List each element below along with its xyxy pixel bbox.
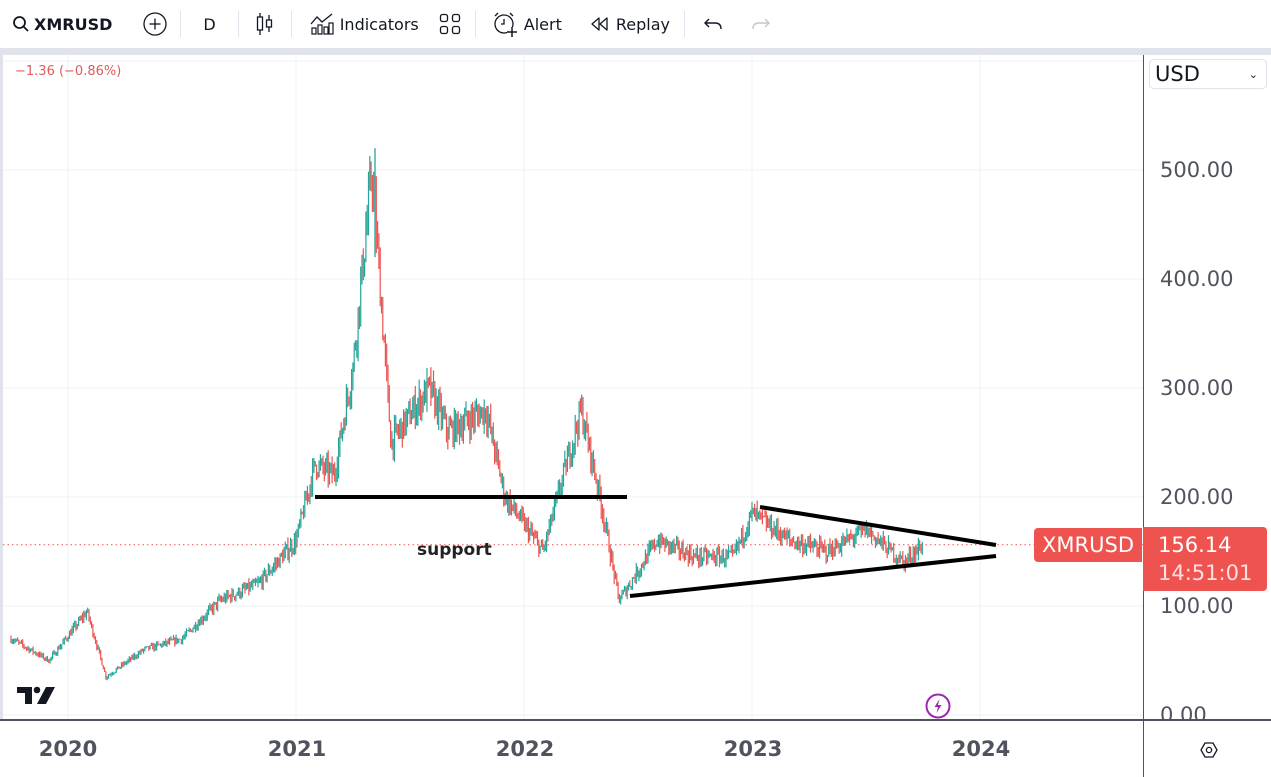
indicators-icon (310, 13, 334, 35)
time-tick: 2023 (723, 737, 783, 761)
price-change: −1.36 (−0.86%) (15, 64, 122, 79)
price-tick: 200.00 (1160, 485, 1234, 509)
time-tick: 2024 (951, 737, 1011, 761)
interval-label: D (203, 14, 216, 34)
news-flash-button[interactable] (925, 693, 951, 719)
indicators-label: Indicators (339, 14, 419, 34)
redo-button[interactable] (737, 6, 785, 42)
price-tick: 300.00 (1160, 376, 1234, 400)
interval-button[interactable]: D (185, 6, 233, 42)
layouts-button[interactable] (429, 6, 471, 42)
toolbar-divider (683, 11, 685, 37)
alert-button[interactable]: Alert (480, 6, 572, 42)
add-symbol-icon (143, 12, 168, 36)
time-tick: 2020 (38, 737, 98, 761)
triangle-lower-trendline[interactable] (629, 554, 997, 598)
left-border (0, 55, 3, 777)
time-axis[interactable]: 2020 2021 2022 2023 2024 (0, 719, 1143, 777)
replay-label: Replay (615, 14, 670, 34)
symbol-name: XMRUSD (34, 14, 113, 34)
axis-corner (1143, 719, 1271, 777)
compare-symbol-button[interactable] (134, 6, 176, 42)
currency-dropdown[interactable]: USD ⌄ (1149, 59, 1267, 89)
time-tick: 2022 (495, 737, 555, 761)
price-axis[interactable]: USD ⌄ 500.00 400.00 300.00 200.00 100.00… (1143, 55, 1271, 727)
price-tick: 100.00 (1160, 594, 1234, 618)
search-icon (13, 16, 29, 32)
symbol-price-tag: XMRUSD (1034, 528, 1142, 562)
currency-value: USD (1155, 62, 1200, 86)
tradingview-logo[interactable] (17, 685, 57, 709)
alert-label: Alert (523, 14, 562, 34)
triangle-upper-trendline[interactable] (759, 505, 997, 547)
toolbar-border (0, 48, 1271, 55)
toolbar-divider (474, 11, 476, 37)
lightning-icon (925, 693, 951, 719)
symbol-search-button[interactable]: XMRUSD (0, 6, 120, 42)
time-tick: 2021 (267, 737, 327, 761)
layouts-icon (439, 13, 460, 35)
candlestick-series (10, 155, 923, 681)
price-chart[interactable] (3, 55, 1143, 719)
indicators-button[interactable]: Indicators (296, 6, 429, 42)
redo-icon (752, 18, 770, 30)
toolbar-divider (180, 11, 182, 37)
price-tick: 400.00 (1160, 267, 1234, 291)
tradingview-logo-icon (17, 686, 55, 704)
last-price-value: 156.14 (1158, 533, 1232, 557)
undo-button[interactable] (689, 6, 737, 42)
candles-icon (256, 13, 272, 35)
alert-icon (494, 12, 517, 37)
toolbar-divider (237, 11, 239, 37)
settings-icon (1200, 742, 1218, 758)
replay-icon (591, 17, 608, 31)
price-tick: 500.00 (1160, 158, 1234, 182)
chevron-down-icon: ⌄ (1248, 67, 1258, 81)
undo-icon (703, 18, 722, 30)
chart-settings-button[interactable] (1200, 741, 1218, 763)
bar-countdown: 14:51:01 (1158, 561, 1253, 585)
toolbar-divider (290, 11, 292, 37)
chart-type-button[interactable] (243, 6, 287, 42)
chart-pane[interactable]: −1.36 (−0.86%) support (3, 55, 1143, 719)
support-annotation: support (417, 540, 492, 560)
top-toolbar: XMRUSD D Indicators Alert Replay (0, 0, 1271, 48)
last-price-label: 156.14 14:51:01 (1143, 527, 1267, 591)
replay-button[interactable]: Replay (572, 6, 680, 42)
